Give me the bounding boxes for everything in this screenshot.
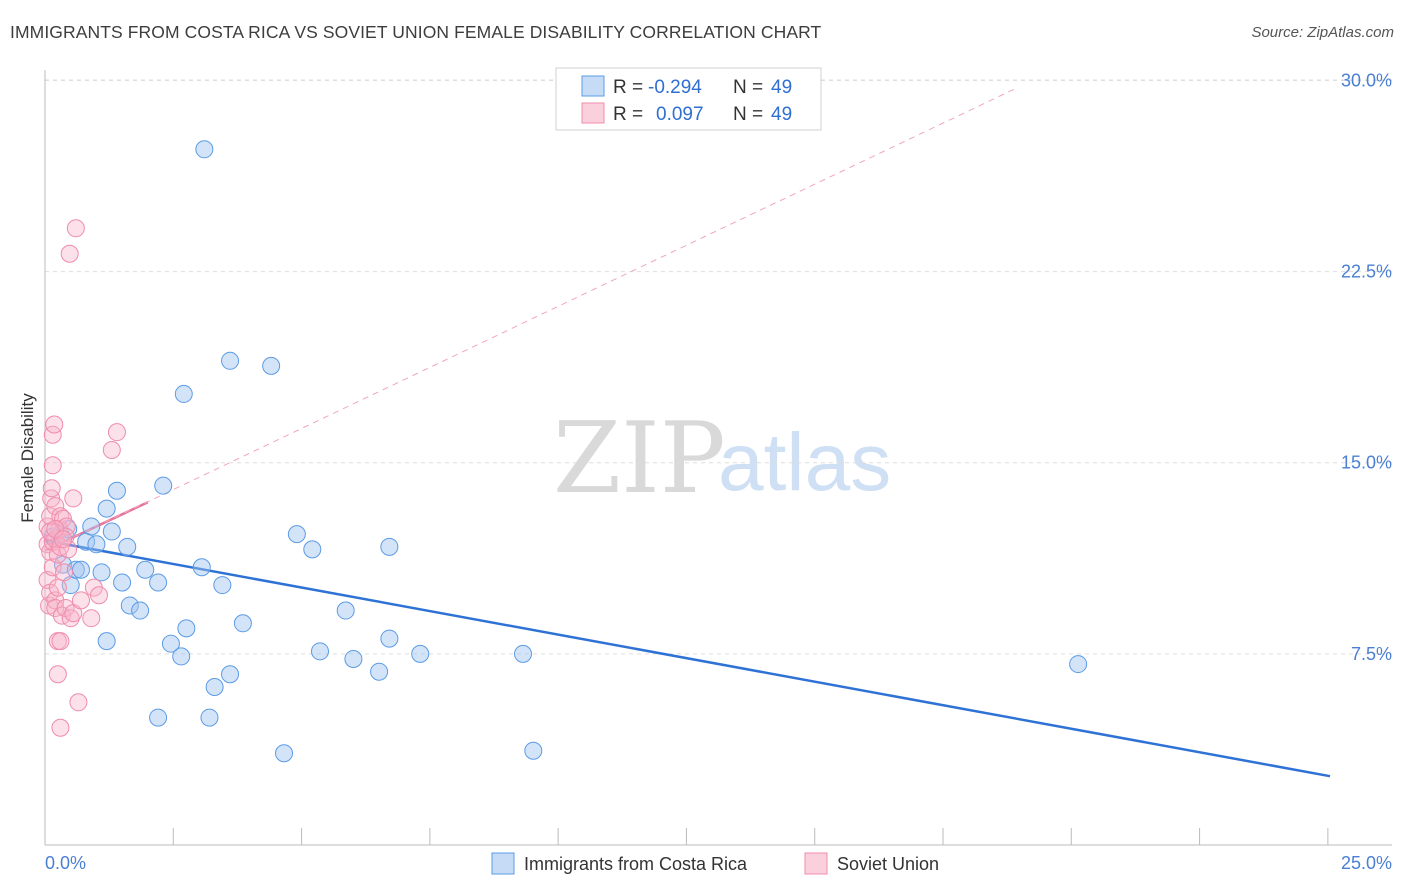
point-soviet-union [48,578,67,597]
point-costa-rica [200,708,219,727]
point-costa-rica [195,140,214,159]
point-costa-rica [344,649,363,668]
point-costa-rica [174,384,193,403]
point-soviet-union [43,456,62,475]
watermark-zip: ZIP [553,402,726,516]
point-costa-rica [310,642,329,661]
point-costa-rica [370,662,389,681]
point-costa-rica [87,535,106,554]
point-costa-rica [107,481,126,500]
source-credit: Source: ZipAtlas.com [1251,24,1394,41]
point-soviet-union [102,441,121,459]
series-legend-swatch-costa-rica [491,852,515,875]
y-tick-label: 7.5% [1351,644,1392,664]
point-costa-rica [97,499,116,518]
point-costa-rica [411,644,430,663]
point-soviet-union [69,693,88,712]
legend-r-label-2: R = [613,104,643,125]
point-costa-rica [154,476,173,495]
point-costa-rica [71,560,90,579]
chart-title: IMMIGRANTS FROM COSTA RICA VS SOVIET UNI… [10,22,822,42]
point-costa-rica [205,678,224,696]
point-costa-rica [161,634,180,653]
point-costa-rica [380,629,399,648]
point-soviet-union [61,609,80,628]
point-soviet-union [82,609,101,628]
point-costa-rica [92,563,111,582]
legend-n-label-2: N = [733,104,763,125]
point-soviet-union [89,586,108,605]
series-legend: Immigrants from Costa Rica Soviet Union [491,852,939,875]
point-soviet-union [45,415,64,434]
point-costa-rica [336,601,355,620]
legend-n-value-1: 49 [771,77,792,98]
point-costa-rica [287,525,306,544]
point-costa-rica [66,560,85,579]
gridlines [45,79,1392,655]
point-costa-rica [262,356,281,375]
point-soviet-union [51,632,70,651]
point-soviet-union [60,244,79,263]
series-legend-label-soviet-union: Soviet Union [837,854,939,874]
point-soviet-union [66,219,85,238]
data-points [38,140,1088,763]
legend-n-label-1: N = [733,77,763,98]
y-tick-label: 30.0% [1341,70,1392,90]
point-costa-rica [177,619,196,638]
series-legend-swatch-soviet-union [804,852,828,875]
point-costa-rica [380,537,399,556]
point-costa-rica [149,573,168,592]
point-costa-rica [275,744,294,763]
point-soviet-union [51,718,70,737]
x-tick-label-min: 0.0% [45,853,86,873]
correlation-legend: R = -0.294 N = 49 R = 0.097 N = 49 [555,67,822,131]
point-soviet-union [53,530,72,549]
legend-r-value-1: -0.294 [648,77,702,98]
y-tick-label: 22.5% [1341,262,1392,282]
point-costa-rica [303,540,322,559]
point-costa-rica [1069,655,1088,674]
point-costa-rica [514,644,533,663]
point-costa-rica [149,708,168,727]
point-soviet-union [107,423,126,442]
trendline-costa-rica [44,539,1331,778]
point-soviet-union [55,563,74,582]
point-costa-rica [82,517,101,536]
trendline-soviet-union-extended [44,87,1017,552]
point-soviet-union [46,520,65,538]
legend-r-label-1: R = [613,77,643,98]
point-costa-rica [131,601,150,620]
legend-swatch-soviet-union [581,102,605,124]
point-costa-rica [524,741,543,760]
point-soviet-union [71,591,90,610]
point-costa-rica [192,558,211,577]
point-soviet-union [46,599,65,617]
legend-r-value-2: 0.097 [656,104,704,125]
point-costa-rica [172,647,191,666]
legend-swatch-costa-rica [581,75,605,97]
point-costa-rica [97,632,116,651]
point-costa-rica [118,537,137,556]
point-soviet-union [42,479,61,498]
point-costa-rica [113,573,132,592]
point-costa-rica [102,522,121,541]
legend-n-value-2: 49 [771,104,792,125]
series-legend-label-costa-rica: Immigrants from Costa Rica [524,854,748,874]
point-costa-rica [221,665,240,684]
point-soviet-union [48,665,67,684]
y-axis-title: Female Disability [18,393,37,523]
y-tick-label: 15.0% [1341,453,1392,473]
point-soviet-union [64,489,83,508]
point-costa-rica [136,560,155,579]
point-costa-rica [120,596,139,615]
y-tick-labels: 7.5% 15.0% 22.5% 30.0% [1341,70,1392,663]
x-tick-label-max: 25.0% [1341,853,1392,873]
point-costa-rica [213,576,232,595]
x-ticks [172,828,1329,845]
point-costa-rica [221,351,240,370]
point-costa-rica [233,614,252,633]
